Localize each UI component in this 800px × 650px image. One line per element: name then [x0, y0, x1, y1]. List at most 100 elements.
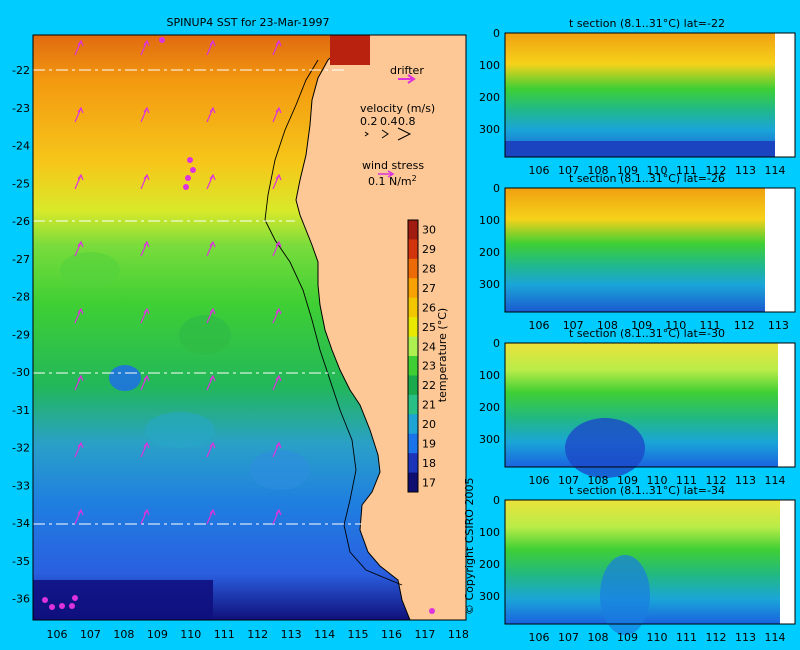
section-x-tick: 113	[768, 319, 789, 332]
colorbar-swatch	[408, 453, 418, 474]
colorbar-frame	[407, 219, 419, 493]
colorbar-swatch	[408, 220, 418, 240]
bathymetry-contour	[264, 59, 403, 586]
wind-arrow-head	[77, 307, 84, 315]
lon-tick-label: 116	[381, 628, 402, 641]
section-x-tick: 106	[529, 631, 550, 644]
colorbar-tick-label: 26	[422, 301, 436, 314]
wind-arrow-head	[77, 39, 84, 47]
section-y-tick: 0	[493, 494, 500, 507]
wind-arrow-head	[209, 441, 216, 449]
wind-arrow-head	[275, 240, 282, 248]
wind-arrow	[272, 308, 280, 324]
wind-arrow	[206, 442, 214, 458]
section-y-tick: 100	[479, 369, 500, 382]
section-x-tick: 108	[588, 474, 609, 487]
drifter-arrow-icon	[398, 74, 416, 84]
lat-tick-label: -28	[12, 291, 30, 304]
wind-arrow-head	[77, 173, 84, 181]
section-x-tick: 112	[734, 319, 755, 332]
section-x-tick: 106	[529, 474, 550, 487]
lon-tick-label: 107	[80, 628, 101, 641]
wind-arrow	[206, 375, 214, 391]
wind-arrow-head	[209, 240, 216, 248]
lon-tick-label: 117	[414, 628, 435, 641]
section-x-tick: 109	[617, 474, 638, 487]
eddy	[179, 315, 231, 355]
velocity-scale-0: 0.2	[360, 115, 378, 128]
section-y-tick: 300	[479, 123, 500, 136]
wind-arrow	[140, 107, 148, 123]
section-x-tick: 112	[706, 631, 727, 644]
wind-arrow-head	[275, 374, 282, 382]
section-y-tick: 100	[479, 214, 500, 227]
wind-arrow-head	[143, 374, 150, 382]
section-y-tick: 0	[493, 182, 500, 195]
australia-land	[295, 34, 467, 621]
wind-arrow-head	[77, 441, 84, 449]
cold-band	[33, 580, 213, 620]
lat-tick-label: -34	[12, 517, 30, 530]
lat-tick-label: -33	[12, 479, 30, 492]
velocity-scale-1: 0.4	[380, 115, 398, 128]
colorbar-swatch	[408, 394, 418, 415]
colorbar-tick-label: 29	[422, 243, 436, 256]
wind-arrow	[272, 375, 280, 391]
wind-arrow-head	[77, 374, 84, 382]
colorbar-tick-label: 28	[422, 263, 436, 276]
wind-arrow	[206, 40, 214, 56]
section-x-tick: 107	[558, 631, 579, 644]
wind-arrow-head	[275, 173, 282, 181]
wind-legend-title: wind stress	[362, 159, 424, 172]
wind-arrow-head	[143, 173, 150, 181]
section-y-tick: 300	[479, 278, 500, 291]
colorbar-tick-label: 30	[422, 224, 436, 237]
colorbar-swatch	[408, 375, 418, 396]
section-x-tick: 107	[563, 319, 584, 332]
wind-arrow-head	[209, 307, 216, 315]
colorbar	[407, 219, 419, 493]
lat-tick-label: -29	[12, 328, 30, 341]
lat-tick-label: -25	[12, 177, 30, 190]
wind-arrow-head	[209, 508, 216, 516]
lon-axis: 106 107 108 109 110 111 112 113 114 115 116 117 118	[47, 628, 469, 641]
colorbar-ticks: 30 29 28 27 26 25 24 23 22 21 20 19 18 17	[422, 224, 436, 490]
section-x-tick: 108	[588, 164, 609, 177]
colorbar-swatch	[408, 472, 418, 493]
wind-arrow-head	[209, 173, 216, 181]
lon-tick-label: 110	[180, 628, 201, 641]
section-x-tick: 107	[558, 474, 579, 487]
section-title: t section (8.1..31°C) lat=-26	[569, 172, 725, 185]
lat-tick-label: -22	[12, 64, 30, 77]
section-y-tick: 200	[479, 558, 500, 571]
velocity-scale-arrows	[364, 127, 412, 141]
lon-tick-label: 112	[247, 628, 268, 641]
wind-arrow-head	[143, 508, 150, 516]
lat-tick-label: -31	[12, 404, 30, 417]
velocity-legend-title: velocity (m/s)	[360, 102, 435, 115]
section-x-tick: 106	[529, 319, 550, 332]
colorbar-tick-label: 19	[422, 437, 436, 450]
section-y-tick: 200	[479, 401, 500, 414]
wind-arrow	[206, 308, 214, 324]
wind-legend-value: 0.1 N/m2	[368, 174, 417, 188]
section-title: t section (8.1..31°C) lat=-34	[569, 484, 725, 497]
colorbar-tick-label: 23	[422, 360, 436, 373]
section-x-tick: 110	[647, 164, 668, 177]
wind-arrow-head	[209, 106, 216, 114]
section-x-tick: 114	[765, 164, 786, 177]
colorbar-swatch	[408, 278, 418, 299]
section-x-tick: 111	[676, 474, 697, 487]
wind-arrow-head	[275, 39, 282, 47]
wind-arrow-head	[143, 106, 150, 114]
section-x-tick: 108	[597, 319, 618, 332]
wind-arrow-head	[77, 508, 84, 516]
velocity-scale-2: 0.8	[398, 115, 416, 128]
section-x-tick: 110	[665, 319, 686, 332]
wind-arrow-head	[275, 106, 282, 114]
lat-tick-label: -27	[12, 253, 30, 266]
section-x-tick: 111	[676, 631, 697, 644]
wind-arrow-head	[275, 307, 282, 315]
colorbar-tick-label: 20	[422, 418, 436, 431]
colorbar-tick-label: 27	[422, 282, 436, 295]
